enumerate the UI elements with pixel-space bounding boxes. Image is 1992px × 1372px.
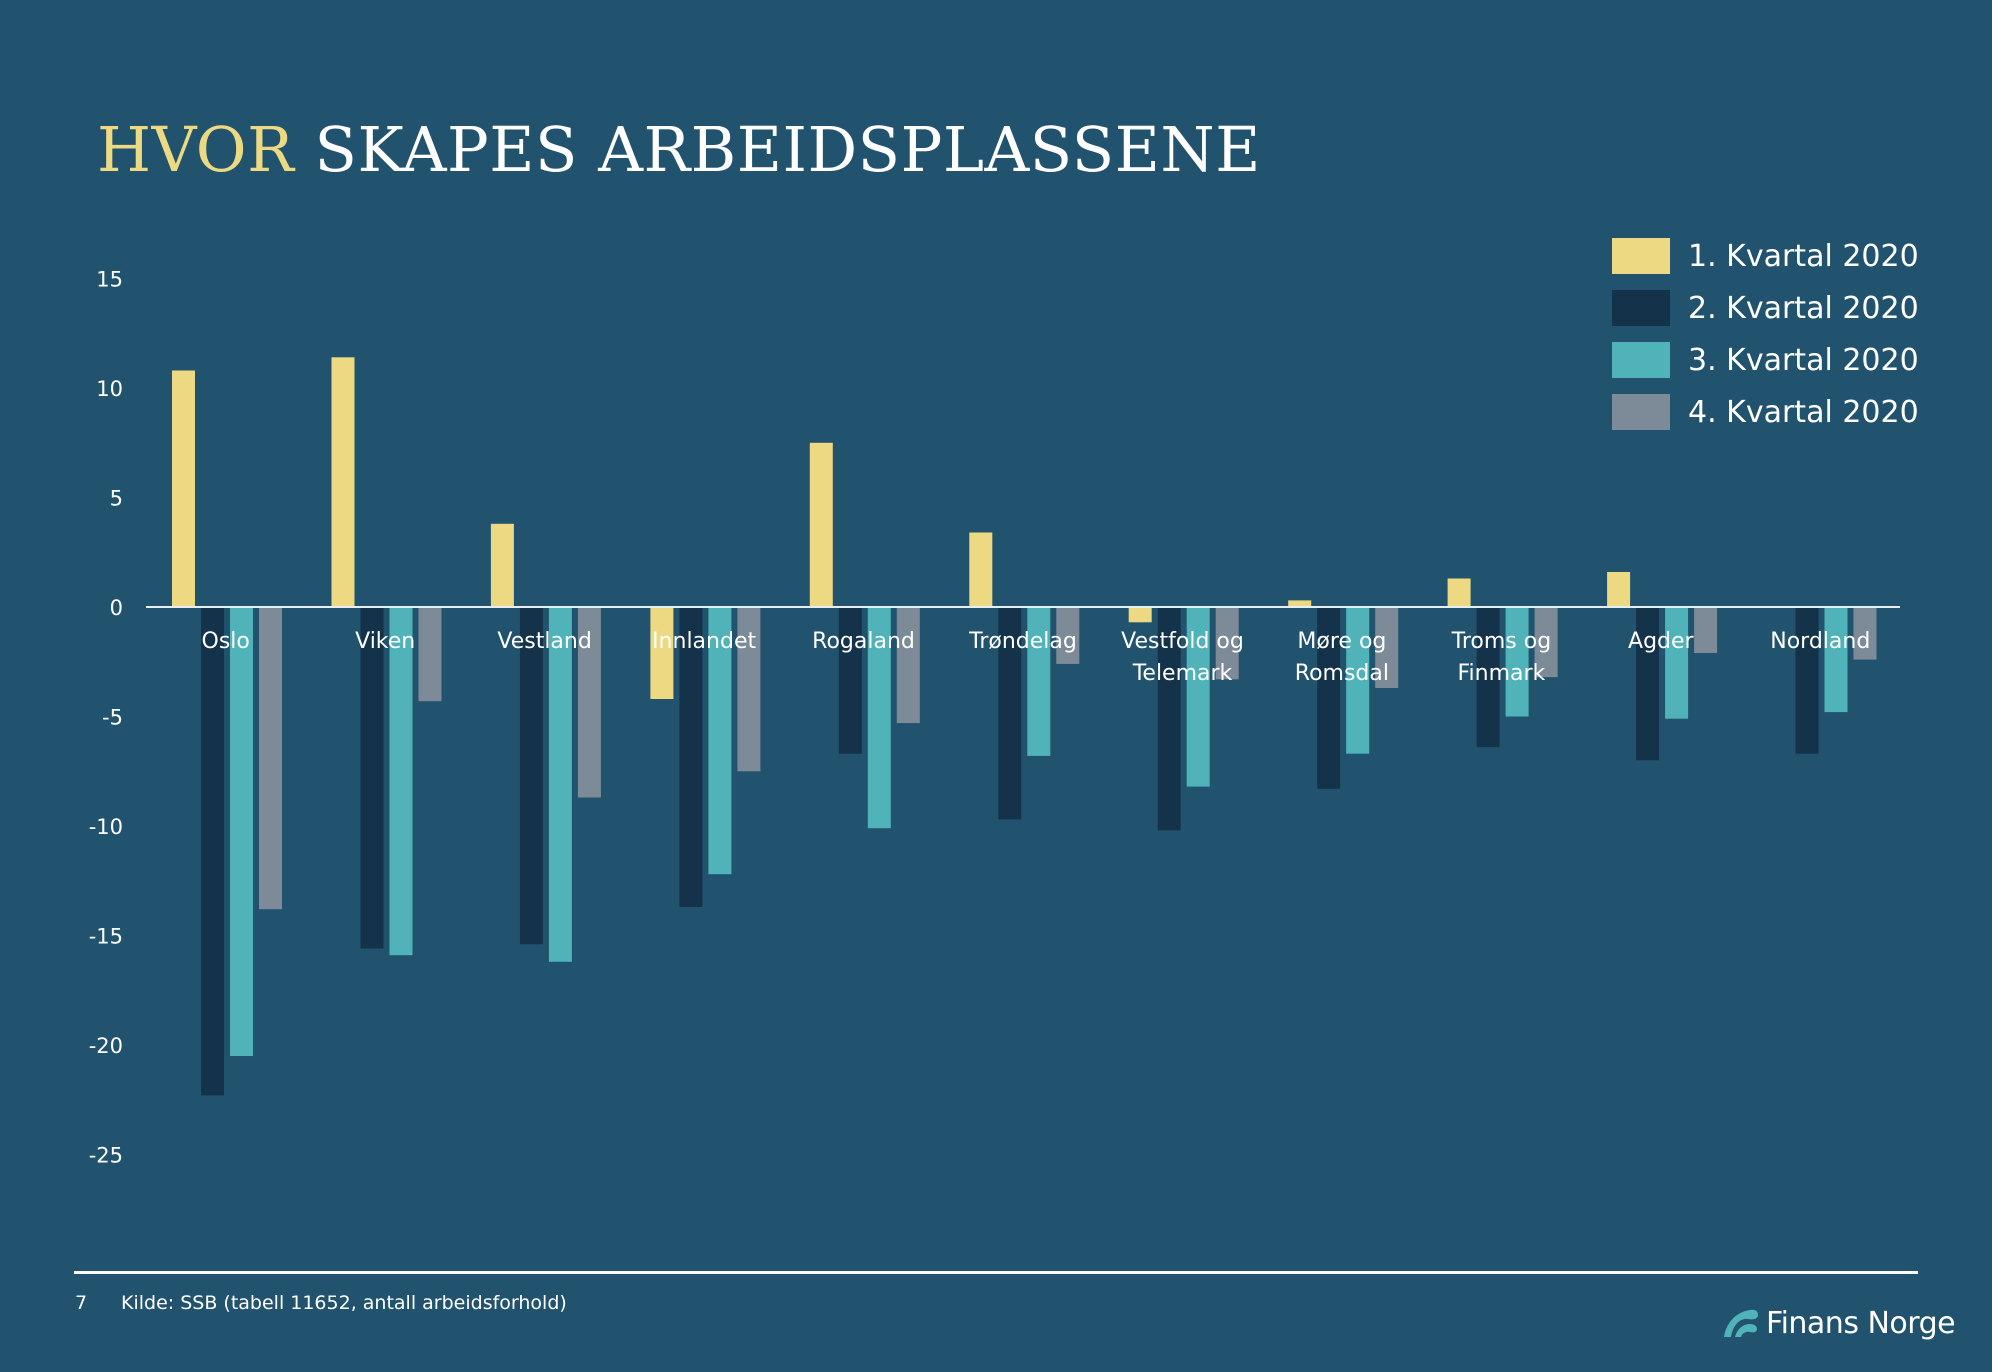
- page-number: 7: [75, 1292, 88, 1314]
- legend-label-q2: 2. Kvartal 2020: [1688, 290, 1919, 326]
- bar-1: [1288, 600, 1312, 607]
- bar-1: [1447, 578, 1471, 607]
- bar-1: [809, 442, 833, 608]
- title-highlight: HVOR: [97, 113, 295, 186]
- category-label: Romsdal: [1295, 661, 1389, 686]
- bar-2: [1476, 607, 1500, 748]
- source-note: Kilde: SSB (tabell 11652, antall arbeids…: [121, 1292, 567, 1314]
- bar-2: [679, 607, 703, 907]
- y-tick-label: -25: [89, 1144, 123, 1168]
- bar-1: [1128, 607, 1152, 623]
- y-tick-label: 5: [110, 487, 123, 511]
- y-tick-label: 15: [96, 268, 123, 292]
- bar-2: [1636, 607, 1660, 761]
- bar-4: [1215, 607, 1239, 680]
- bar-3: [867, 607, 891, 829]
- finans-norge-logo-icon: [1724, 1309, 1758, 1337]
- legend-label-q4: 4. Kvartal 2020: [1688, 394, 1919, 430]
- bar-2: [201, 607, 224, 1096]
- brand-name: Finans Norge: [1766, 1306, 1956, 1341]
- bar-4: [577, 607, 601, 798]
- legend-item-q4: 4. Kvartal 2020: [1612, 386, 1919, 438]
- y-tick-label: -5: [102, 706, 123, 730]
- bar-4: [1056, 607, 1080, 664]
- bar-1: [331, 357, 355, 607]
- y-tick-label: 0: [110, 596, 123, 620]
- bar-4: [1375, 607, 1399, 688]
- bar-4: [896, 607, 920, 724]
- category-label: Viken: [355, 629, 415, 654]
- category-label: Finmark: [1457, 661, 1545, 686]
- category-label: Trøndelag: [968, 629, 1077, 654]
- y-tick-label: -15: [89, 925, 123, 949]
- category-label: Innlandet: [652, 629, 756, 654]
- bar-4: [1853, 607, 1877, 660]
- bar-2: [1317, 607, 1341, 789]
- bar-1: [969, 532, 993, 607]
- bar-1: [650, 607, 674, 699]
- legend-item-q2: 2. Kvartal 2020: [1612, 282, 1919, 334]
- bar-3: [708, 607, 732, 875]
- category-label: Agder: [1628, 629, 1695, 654]
- page-title: HVOR SKAPES ARBEIDSPLASSENE: [97, 110, 1261, 190]
- legend-swatch-q1: [1612, 238, 1670, 274]
- legend-swatch-q3: [1612, 342, 1670, 378]
- legend-label-q3: 3. Kvartal 2020: [1688, 342, 1919, 378]
- bar-3: [1824, 607, 1848, 713]
- title-rest: SKAPES ARBEIDSPLASSENE: [314, 113, 1261, 186]
- bar-2: [519, 607, 543, 945]
- bar-2: [998, 607, 1022, 820]
- bar-2: [838, 607, 862, 754]
- bar-4: [1694, 607, 1718, 653]
- legend-swatch-q2: [1612, 290, 1670, 326]
- bar-1: [172, 370, 195, 607]
- legend-label-q1: 1. Kvartal 2020: [1688, 238, 1919, 274]
- bar-4: [1534, 607, 1558, 678]
- bar-1: [1607, 572, 1631, 607]
- bar-4: [737, 607, 761, 772]
- category-label: Troms og: [1451, 629, 1552, 654]
- y-tick-label: 10: [96, 377, 123, 401]
- category-label: Telemark: [1132, 661, 1233, 686]
- bar-3: [1505, 607, 1529, 717]
- y-tick-label: -20: [89, 1034, 123, 1058]
- category-label: Vestfold og: [1121, 629, 1244, 654]
- y-tick-label: -10: [89, 815, 123, 839]
- legend-item-q1: 1. Kvartal 2020: [1612, 230, 1919, 282]
- legend-item-q3: 3. Kvartal 2020: [1612, 334, 1919, 386]
- category-label: Vestland: [497, 629, 591, 654]
- category-label: Nordland: [1770, 629, 1870, 654]
- category-label: Oslo: [202, 629, 250, 654]
- brand-logo: Finans Norge: [1722, 1306, 1956, 1341]
- bar-3: [1027, 607, 1051, 756]
- category-label: Møre og: [1297, 629, 1386, 654]
- bar-3: [230, 607, 253, 1056]
- legend-swatch-q4: [1612, 394, 1670, 430]
- bar-2: [1157, 607, 1181, 831]
- bar-3: [548, 607, 572, 962]
- category-label: Rogaland: [812, 629, 915, 654]
- bar-3: [389, 607, 413, 956]
- bar-3: [1186, 607, 1210, 787]
- bar-2: [1795, 607, 1819, 754]
- footer-divider: [74, 1271, 1918, 1274]
- bar-2: [360, 607, 384, 949]
- bar-4: [259, 607, 282, 910]
- chart-legend: 1. Kvartal 2020 2. Kvartal 2020 3. Kvart…: [1612, 230, 1919, 438]
- bar-3: [1346, 607, 1370, 754]
- bar-4: [418, 607, 442, 702]
- bar-1: [490, 523, 514, 607]
- bar-3: [1665, 607, 1689, 719]
